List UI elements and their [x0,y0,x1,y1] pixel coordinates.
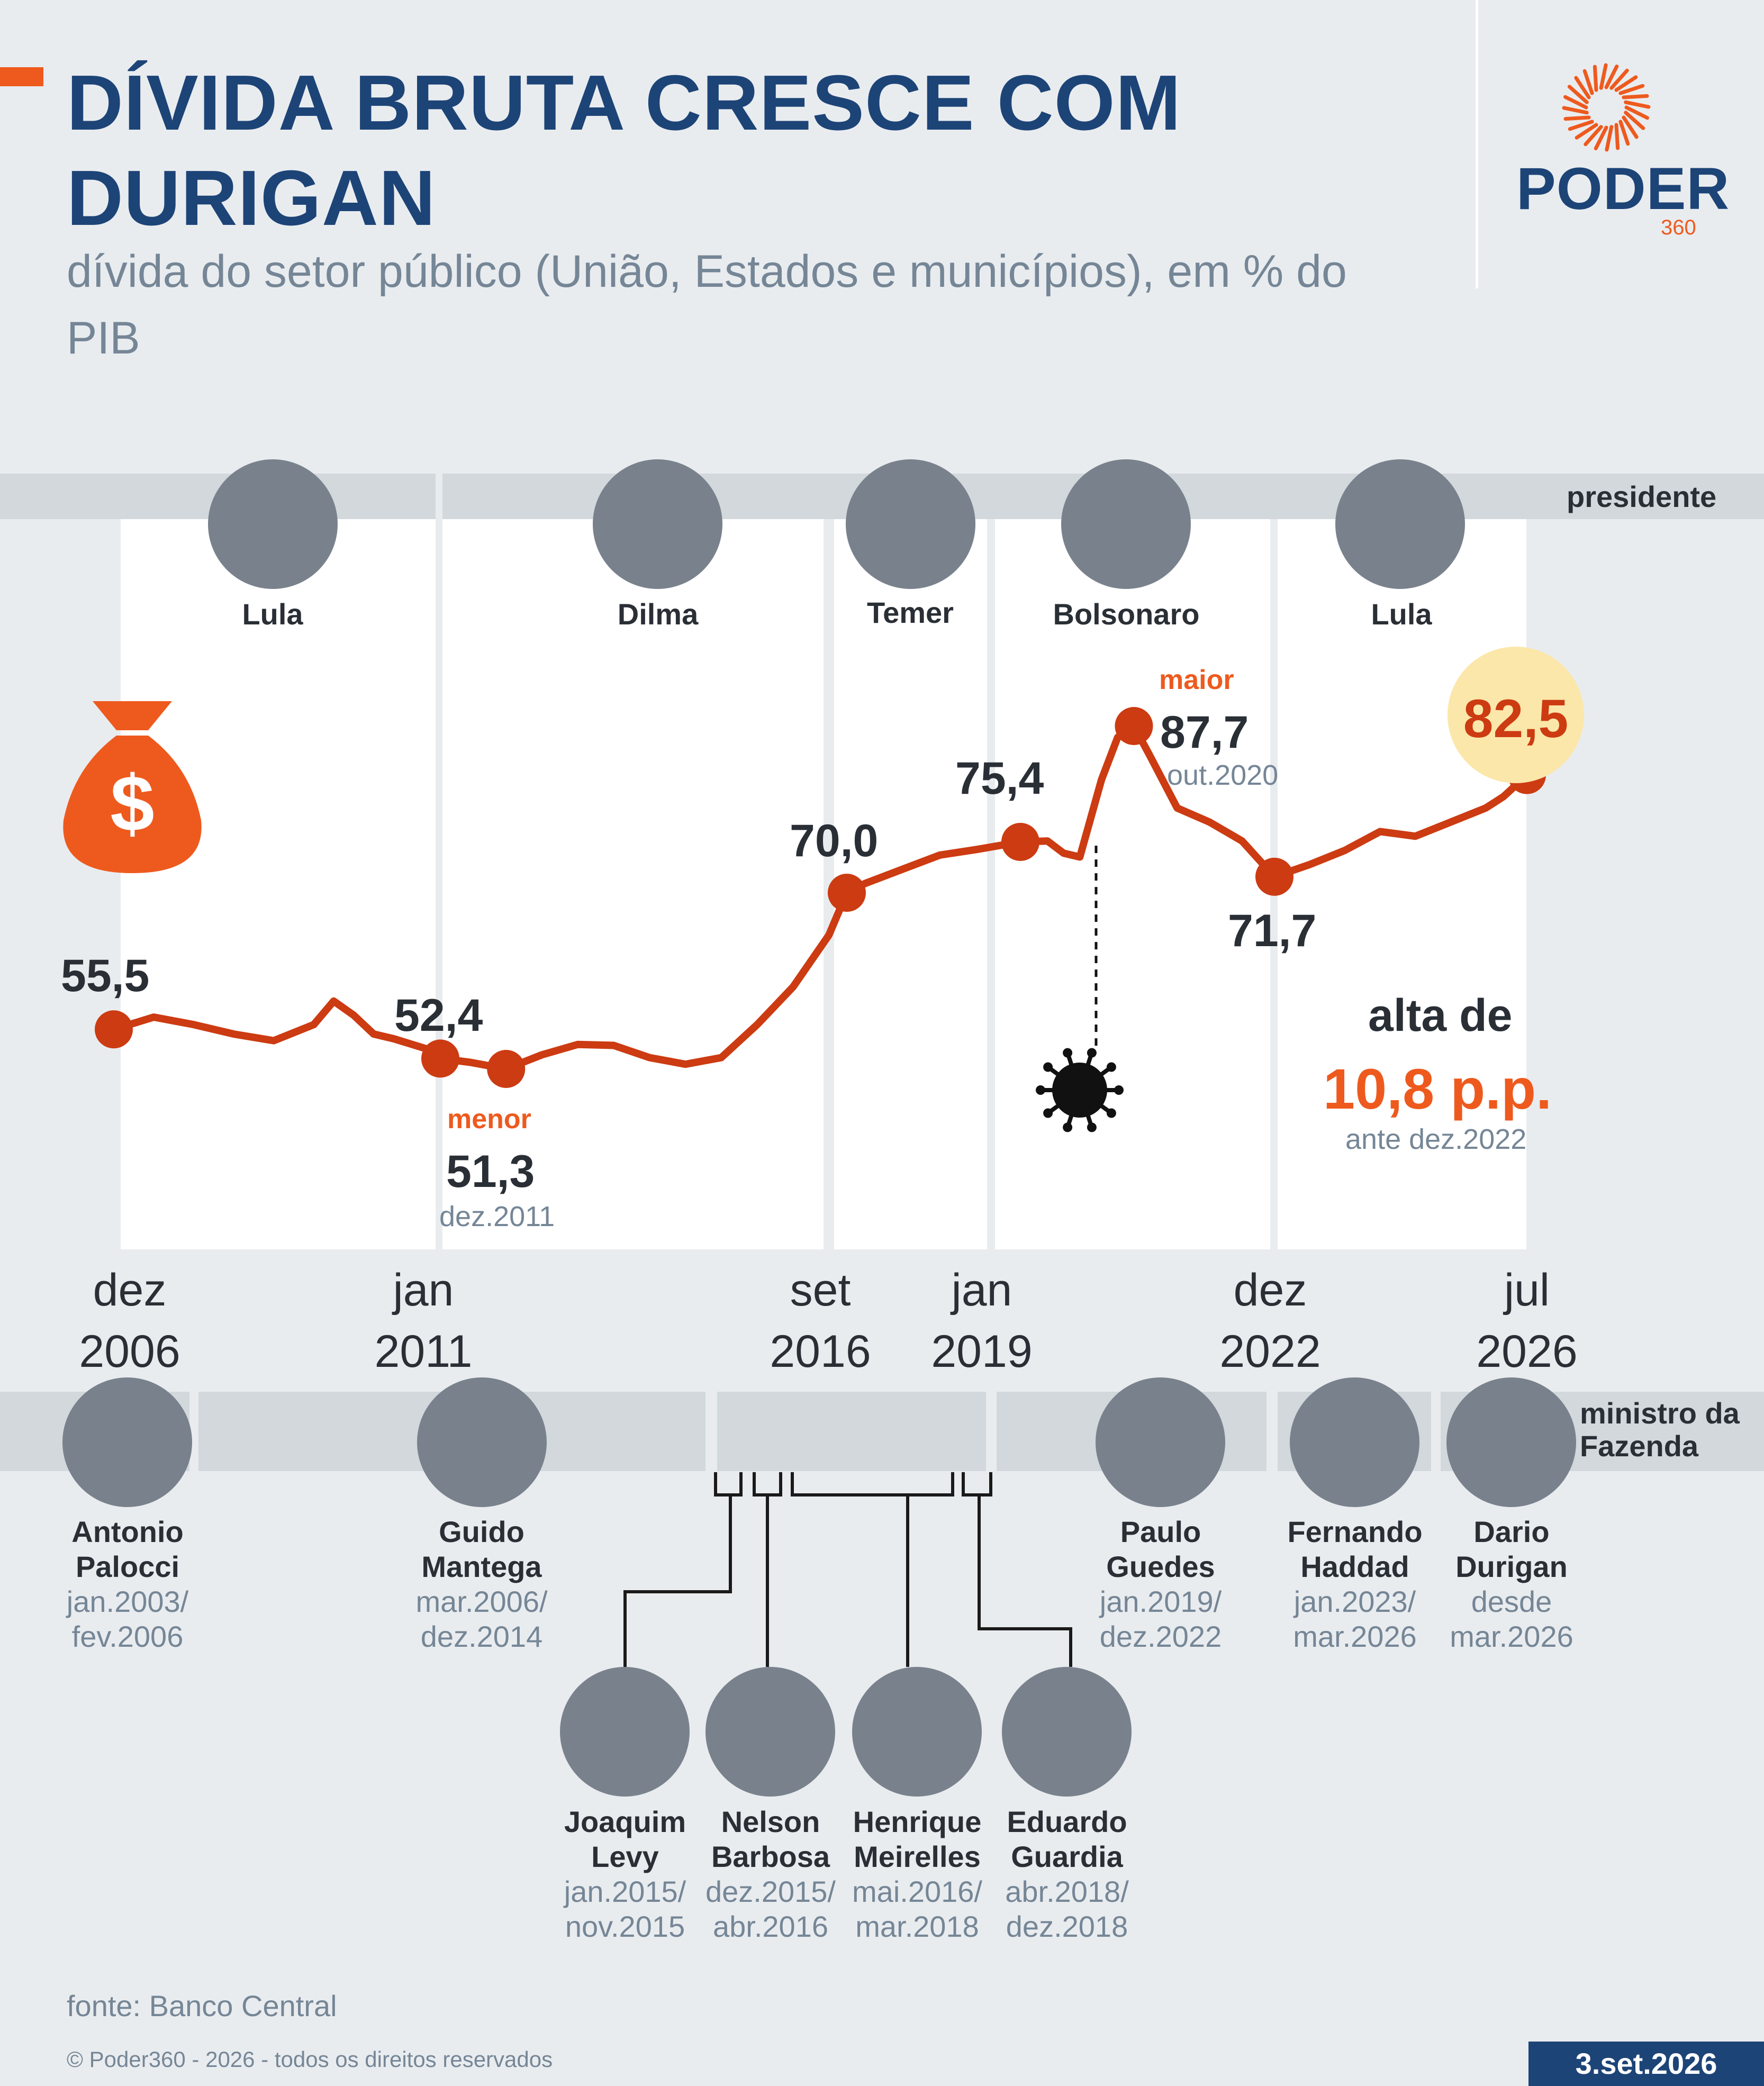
min-tag: menor [447,1104,531,1135]
svg-text:$: $ [110,759,154,848]
max-tag: maior [1159,665,1234,695]
copyright-note: © Poder360 - 2026 - todos os direitos re… [67,2047,553,2072]
minister-entry-durigan: Dario Durigan desde mar.2026 [1450,1515,1573,1653]
value-label-set2016: 70,0 [790,815,879,866]
term-panel-lula-2 [1278,519,1526,1249]
money-bag-icon: $ [63,701,202,873]
president-name: Lula [1371,597,1432,631]
term-panel-bolsonaro [995,519,1270,1249]
x-tick-label: dez 2006 [79,1265,180,1377]
latest-value-highlight [1448,647,1584,783]
president-photo-temer [846,459,975,589]
minister-photo-meirelles [852,1667,982,1797]
highlight-point [421,1039,459,1078]
logo-number: 360 [1661,216,1696,239]
x-tick-label: jul 2026 [1476,1265,1578,1377]
value-label-dez2022: 71,7 [1228,905,1317,956]
value-label-jan2019: 75,4 [955,753,1044,804]
page-subtitle: dívida do setor público (União, Estados … [67,246,1347,364]
min-value: 51,3 [446,1146,535,1197]
minister-photo-barbosa [705,1667,835,1797]
header-divider [1476,0,1478,288]
term-panel-dilma [442,519,824,1249]
minister-entry-meirelles: Henrique Meirelles mai.2016/mar.2018 [852,1805,982,1943]
x-tick-label: dez 2022 [1219,1265,1321,1377]
source-note: fonte: Banco Central [67,1989,337,2022]
minister-entry-haddad: Fernando Haddad jan.2023/mar.2026 [1287,1515,1423,1653]
president-band-label: presidente [1567,480,1717,513]
minister-band-segment [717,1392,986,1471]
poder360-sun-icon [1562,63,1651,152]
min-date: dez.2011 [439,1201,555,1232]
minister-entry-guedes: Paulo Guedes jan.2019/dez.2022 [1099,1515,1222,1653]
latest-value: 82,5 [1463,688,1569,749]
president-photo-bolsonaro [1061,459,1191,589]
value-label-start: 55,5 [61,950,150,1001]
minister-entry-guardia: Eduardo Guardia abr.2018/dez.2018 [1005,1805,1129,1943]
highlight-point [1115,707,1153,745]
coronavirus-icon [1036,1048,1124,1132]
minister-photo-haddad [1290,1377,1419,1507]
publish-date: 3.set.2026 [1528,2042,1764,2086]
president-name: Temer [867,596,954,629]
minister-entry-barbosa: Nelson Barbosa dez.2015/abr.2016 [705,1805,836,1943]
highlight-point [1001,822,1039,861]
highlight-point [95,1010,133,1049]
change-prefix: alta de [1368,990,1513,1041]
logo-wordmark: PODER [1516,156,1730,222]
president-photo-lula-2 [1335,459,1465,589]
term-panel-lula-1 [121,519,436,1249]
highlight-point [1255,857,1293,896]
minister-photo-palocci [62,1377,192,1507]
minister-entry-levy: Joaquim Levy jan.2015/nov.2015 [564,1805,686,1943]
highlight-point [828,874,866,912]
highlight-point [487,1050,526,1088]
x-tick-label: jan 2019 [931,1265,1033,1377]
x-tick-label: jan 2011 [374,1265,473,1377]
minister-entry-palocci: Antonio Palocci jan.2003/fev.2006 [66,1515,189,1653]
page-title: DÍVIDA BRUTA CRESCE COM DURIGAN [67,59,1181,242]
value-label-jan2011: 52,4 [394,990,483,1041]
minister-photo-guardia [1002,1667,1132,1797]
minister-entry-mantega: Guido Mantega mar.2006/dez.2014 [415,1515,548,1653]
president-name: Dilma [617,597,699,631]
minister-photo-guedes [1096,1377,1225,1507]
max-date: out.2020 [1167,759,1279,791]
change-note: ante dez.2022 [1345,1123,1527,1155]
minister-band-label: ministro da Fazenda [1580,1396,1740,1463]
president-photo-dilma [593,459,722,589]
minister-photo-levy [560,1667,690,1797]
president-photo-lula [208,459,338,589]
x-tick-label: set 2016 [770,1265,871,1377]
minister-photo-durigan [1446,1377,1576,1507]
president-name: Bolsonaro [1053,597,1200,631]
minister-photo-mantega [417,1377,547,1507]
president-name: Lula [242,597,303,631]
title-accent-bar [0,67,43,86]
change-value: 10,8 p.p. [1323,1057,1552,1121]
max-value: 87,7 [1160,707,1249,758]
